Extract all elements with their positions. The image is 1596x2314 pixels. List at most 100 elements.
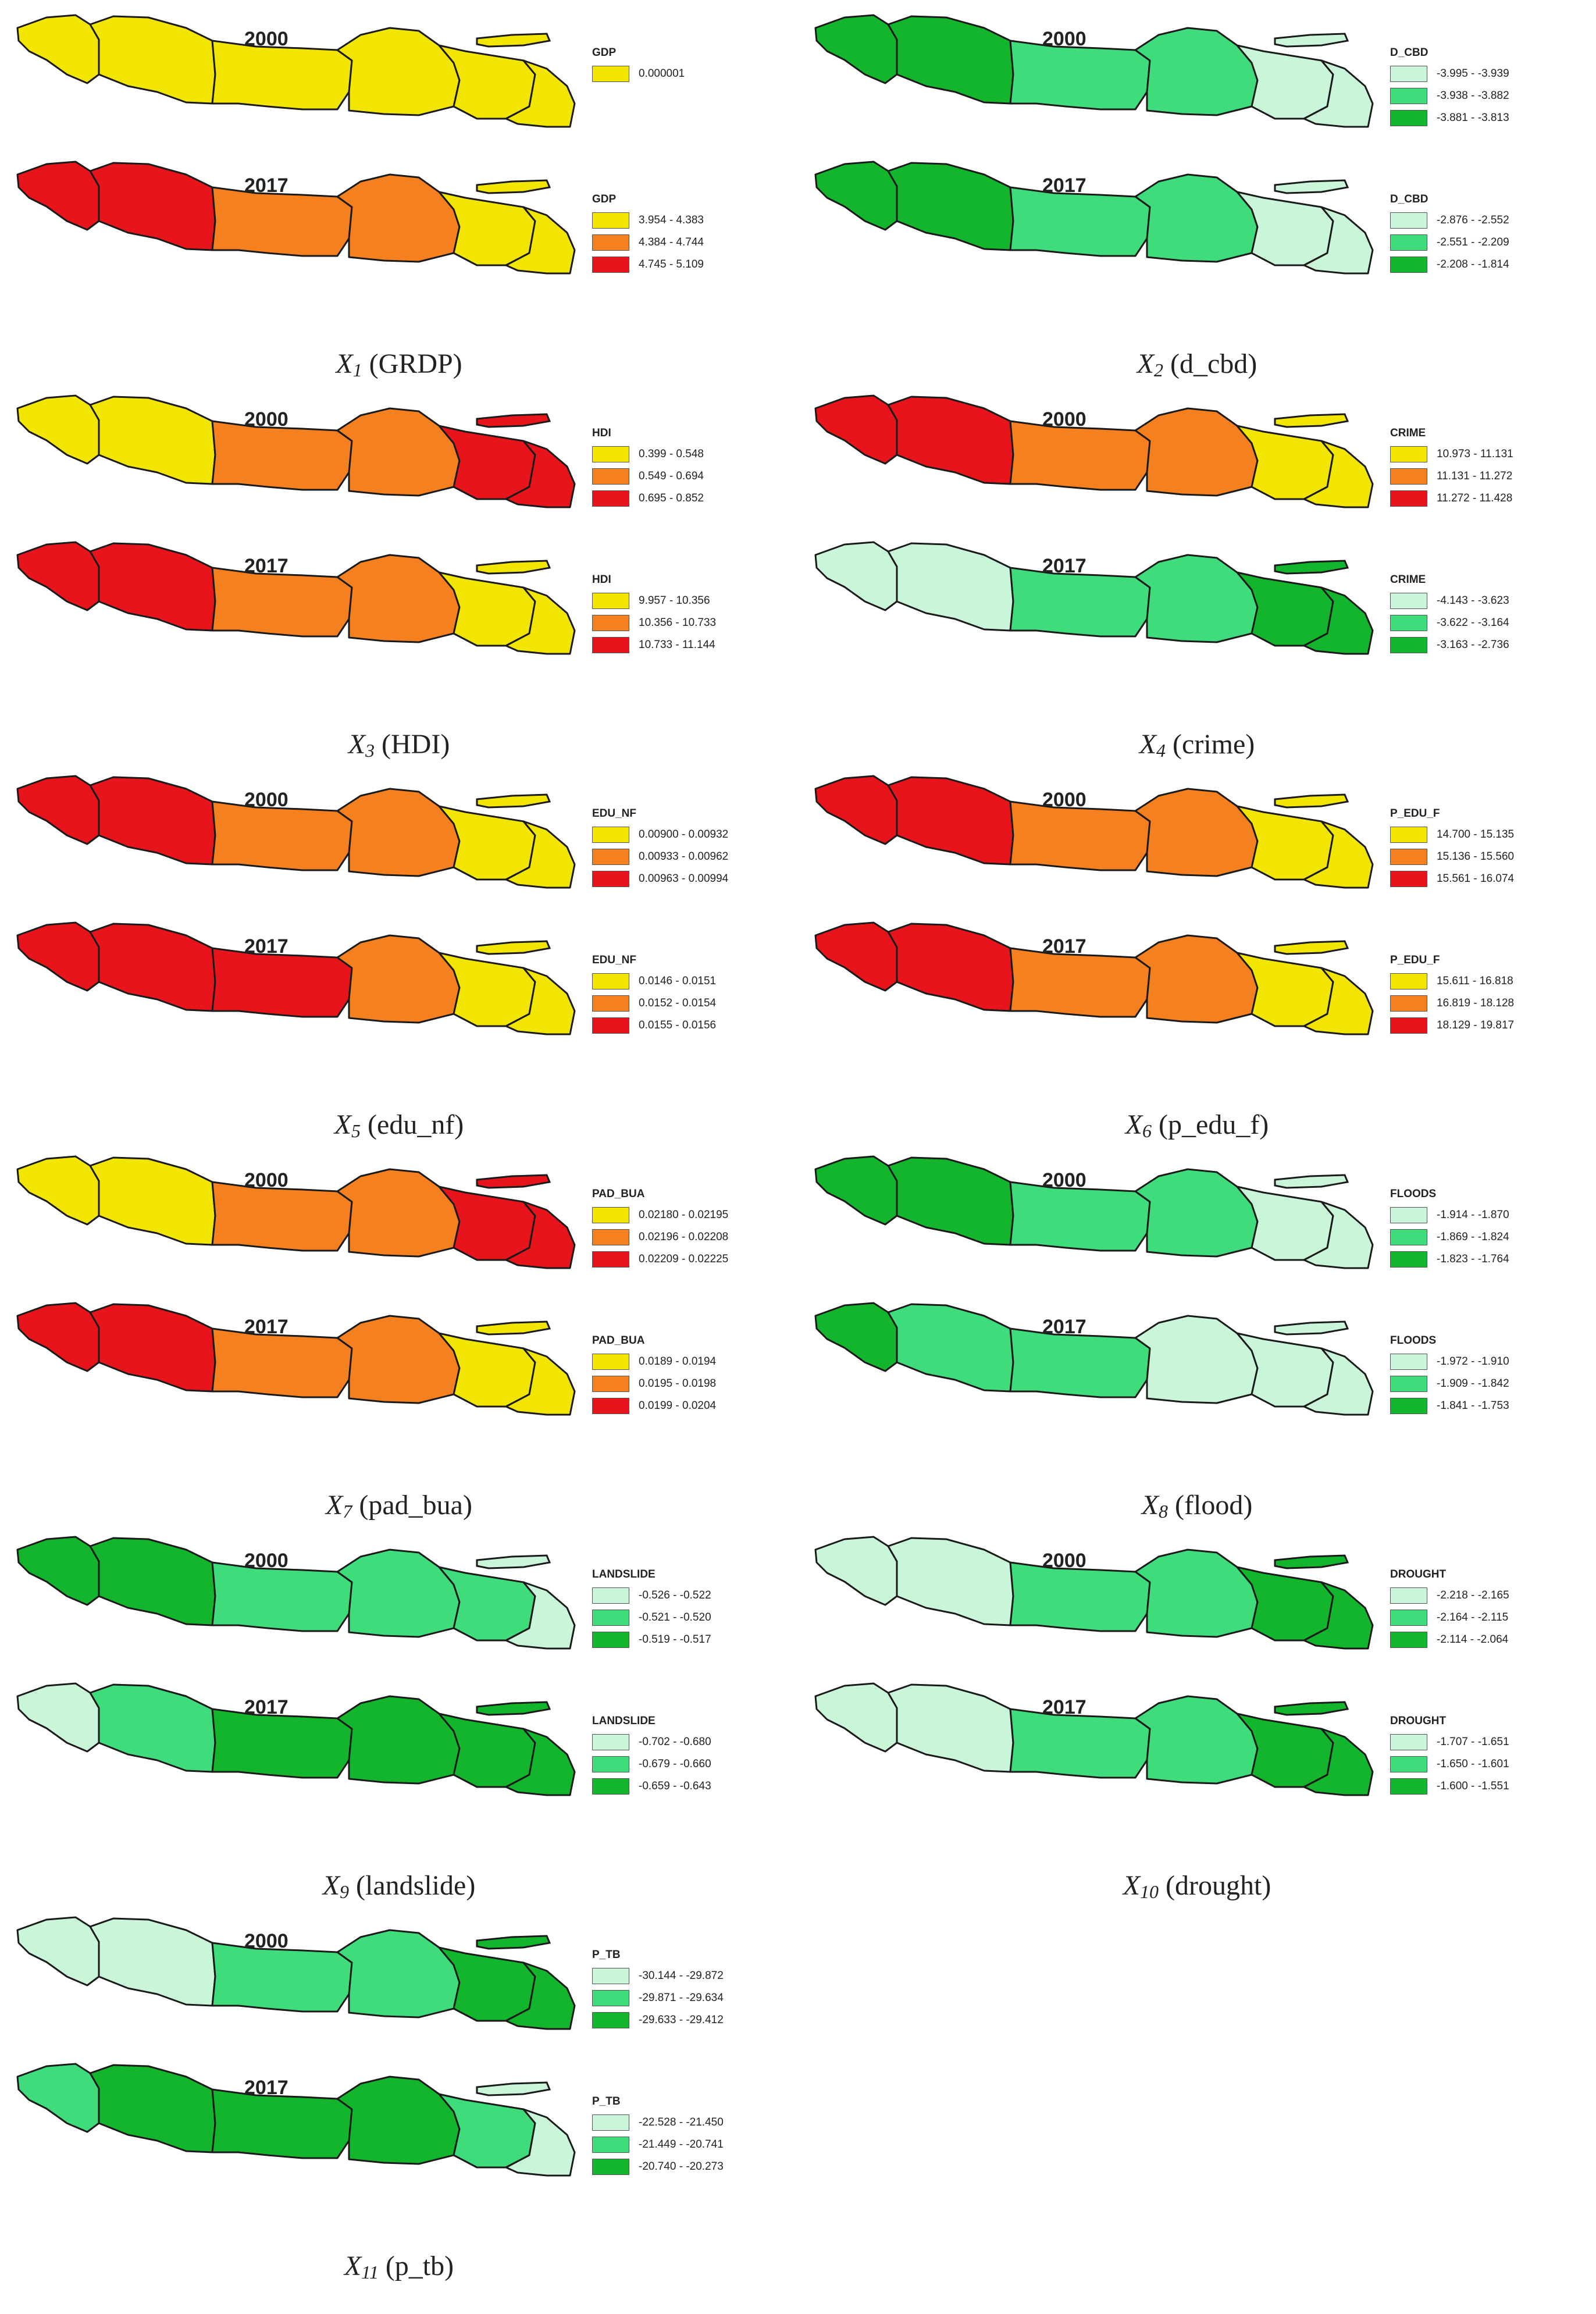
map-region-3 [211,420,353,491]
caption-space [361,1109,368,1140]
map-region-6 [1303,820,1374,889]
caption-space [1159,1870,1166,1901]
map-block-2017: 2017 LANDSLIDE -0.702 - -0.680 -0.679 - -0.… [0,1673,798,1820]
map-legend: DROUGHT -2.218 - -2.165 -2.164 - -2.115 -2.… [1390,1568,1582,1651]
legend-title: PAD_BUA [592,1188,645,1200]
map-region-2 [89,1917,216,2007]
legend-title: LANDSLIDE [592,1568,656,1580]
map-region-6 [1303,1581,1374,1650]
map-region-4 [1134,173,1259,263]
year-label: 2017 [244,555,288,577]
legend-item: 0.02209 - 0.02225 [592,1248,784,1270]
legend-title: P_EDU_F [1390,954,1440,966]
legend-item: 0.549 - 0.694 [592,465,784,487]
map-region-6 [1303,206,1374,275]
map-region-4 [1134,1168,1259,1258]
map-region-1 [16,394,100,465]
map-region-6 [505,2108,576,2177]
panel-caption: X9 (landslide) [0,1870,798,1903]
legend-range: 16.819 - 18.128 [1437,997,1515,1009]
map-block-2017: 2017 P_EDU_F 15.611 - 16.818 16.819 - 18.12… [798,912,1596,1059]
year-label: 2017 [244,2077,288,2099]
panel-caption: X3 (HDI) [0,728,798,761]
map-region-6 [1303,586,1374,655]
map-region-4 [336,934,461,1024]
map-region-1 [16,2063,100,2133]
map-region-3 [211,1942,353,2013]
caption-subscript: 8 [1159,1501,1168,1522]
map-region-3 [1009,1181,1151,1252]
java-map [814,161,1374,275]
legend-range: 10.356 - 10.733 [639,617,717,629]
map-region-2 [887,776,1014,866]
panel-caption: X7 (pad_bua) [0,1489,798,1522]
legend-swatch [592,1017,629,1034]
legend-range: -3.881 - -3.813 [1437,112,1509,124]
legend-item: -3.163 - -2.736 [1390,634,1582,656]
legend-swatch [1390,1610,1427,1626]
map-region-2 [89,162,216,251]
year-label: 2000 [244,789,288,811]
caption-label: (landslide) [356,1870,476,1901]
map-region-4 [1134,1315,1259,1404]
caption-space [1168,1490,1175,1521]
legend-item: 0.02196 - 0.02208 [592,1226,784,1248]
caption-label: (pad_bua) [359,1490,472,1521]
legend-swatch [1390,1229,1427,1245]
map-block-2000: 2000 P_EDU_F 14.700 - 15.135 15.136 - 15.56… [798,766,1596,912]
caption-space [1152,1109,1159,1140]
year-label: 2017 [244,1316,288,1338]
legend-range: -0.519 - -0.517 [639,1633,711,1646]
map-region-1 [814,921,898,992]
legend-range: 0.0155 - 0.0156 [639,1019,717,1031]
map-region-2 [89,542,216,632]
map-region-1 [16,14,100,84]
legend-swatch [592,1990,629,2006]
map-region-4 [336,173,461,263]
java-map [16,1302,576,1416]
legend-swatch [1390,110,1427,126]
map-region-3 [1009,1327,1151,1398]
legend-swatch [592,637,629,653]
java-map [814,541,1374,655]
legend-item: 9.957 - 10.356 [592,590,784,612]
legend-title: DROUGHT [1390,1715,1447,1727]
caption-variable: X [1125,1109,1143,1140]
map-block-2000: 2000 FLOODS -1.914 - -1.870 -1.869 - -1.824… [798,1146,1596,1293]
legend-title: HDI [592,427,611,439]
map-region-madura [1274,560,1349,575]
legend-swatch [592,66,629,82]
map-panel: 2000 CRIME 10.973 - 11.131 11.131 - 11.272 1… [798,385,1596,766]
map-region-3 [1009,800,1151,871]
map-region-madura [476,1320,551,1336]
legend-swatch [592,2012,629,2028]
map-region-4 [1134,1695,1259,1785]
legend-item: 10.973 - 11.131 [1390,443,1582,465]
map-block-2000: 2000 DROUGHT -2.218 - -2.165 -2.164 - -2.11… [798,1526,1596,1673]
map-region-2 [89,1683,216,1773]
legend-range: 4.745 - 5.109 [639,258,704,270]
map-region-2 [887,1156,1014,1246]
map-region-1 [814,394,898,465]
map-legend: HDI 0.399 - 0.548 0.549 - 0.694 0.695 - 0.8… [592,427,784,510]
map-legend: P_EDU_F 14.700 - 15.135 15.136 - 15.560 15.… [1390,807,1582,890]
legend-item: -0.702 - -0.680 [592,1731,784,1753]
legend-swatch [592,615,629,631]
legend-title: P_TB [592,1949,621,1961]
legend-range: 0.00900 - 0.00932 [639,828,729,841]
map-region-1 [814,1155,898,1226]
legend-range: 0.02180 - 0.02195 [639,1209,729,1221]
java-map [16,1916,576,2030]
map-region-madura [476,940,551,955]
legend-item: 0.0189 - 0.0194 [592,1351,784,1373]
map-legend: FLOODS -1.914 - -1.870 -1.869 - -1.824 -1.8… [1390,1188,1582,1270]
legend-range: -3.995 - -3.939 [1437,67,1509,80]
caption-space [1166,729,1173,760]
map-block-2017: 2017 D_CBD -2.876 - -2.552 -2.551 - -2.209 -… [798,151,1596,298]
map-block-2017: 2017 P_TB -22.528 - -21.450 -21.449 - -20.7… [0,2053,798,2200]
map-region-1 [16,921,100,992]
legend-item: 15.561 - 16.074 [1390,868,1582,890]
caption-label: (crime) [1173,729,1255,760]
legend-swatch [1390,1376,1427,1392]
map-region-1 [814,14,898,84]
